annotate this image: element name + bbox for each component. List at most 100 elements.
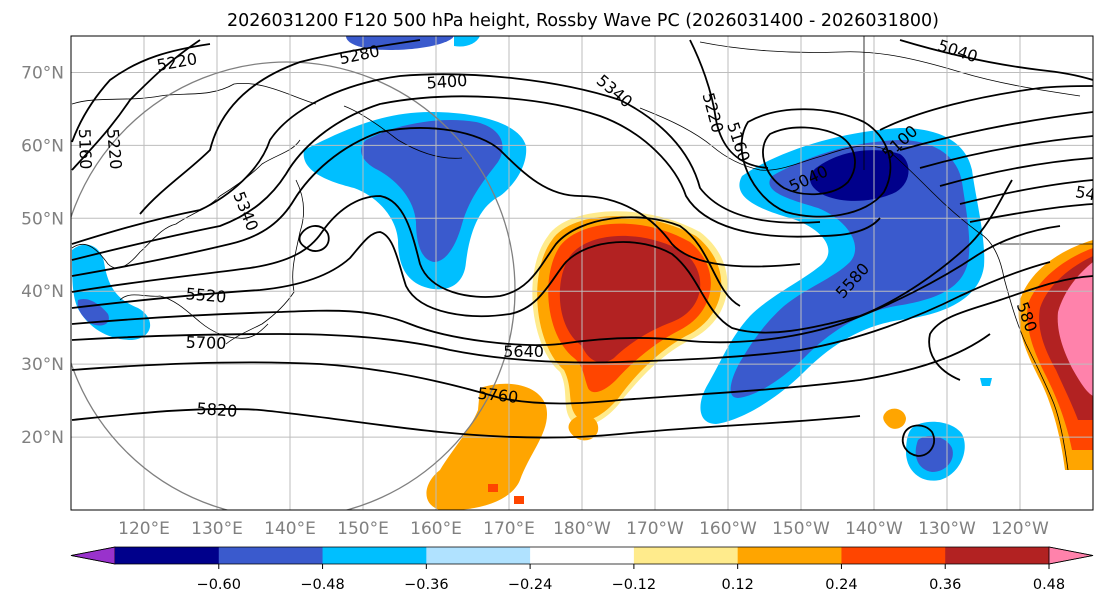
colorbar-segment-1 — [218, 547, 324, 564]
colorbar-extend-high — [1048, 546, 1094, 565]
colorbar-segment-4 — [530, 547, 635, 564]
height-contours — [71, 39, 1093, 457]
contour-5220 — [71, 39, 201, 171]
contour-n-9 — [969, 203, 1093, 223]
coast-asia — [71, 139, 301, 269]
contour-label-text-14: 5700 — [185, 333, 226, 353]
colorbar-tick-label-2: −0.36 — [404, 577, 448, 593]
anomaly-pos-small-2 — [883, 408, 906, 429]
map-frame — [70, 35, 1094, 511]
contour-low-alaska-2 — [740, 108, 892, 218]
colorbar-tick-label-8: 0.48 — [1033, 577, 1065, 593]
colorbar-segment-7 — [841, 547, 946, 564]
lon-tick-label-4: 160°E — [410, 519, 462, 539]
lon-tick-label-6: 180°W — [553, 519, 611, 539]
contour-5040 — [899, 39, 1093, 81]
contour-label-13: 5520 — [185, 284, 227, 306]
lat-tick-label-0: 70°N — [21, 63, 64, 83]
lon-tick-label-3: 150°E — [337, 519, 389, 539]
lon-tick-label-11: 130°W — [918, 519, 976, 539]
contour-5100 — [879, 85, 1093, 131]
contour-label-19: 54 — [1074, 182, 1097, 204]
anomaly-shading — [72, 36, 1093, 510]
anomaly-pos-east-pink — [1057, 262, 1093, 396]
latitude-ticks: 70°N 60°N 50°N 40°N 30°N 20°N — [21, 63, 64, 448]
contour-label-text-8: 5160 — [75, 128, 95, 169]
coast-kamchatka — [343, 105, 463, 159]
contour-label-16: 5760 — [477, 384, 519, 407]
colorbar-tick-label-7: 0.36 — [929, 577, 961, 593]
contour-label-text-19: 54 — [1074, 182, 1097, 204]
coast-siberia — [71, 82, 317, 105]
contour-5520 — [71, 195, 741, 307]
lon-tick-label-2: 140°E — [264, 519, 316, 539]
contour-5280-w — [139, 39, 421, 215]
colorbar-segment-6 — [737, 547, 842, 564]
colorbar-tick-label-3: −0.24 — [508, 577, 552, 593]
gridlines — [71, 36, 1093, 510]
anomaly-neg-kamchatka-mid — [361, 120, 503, 262]
lon-tick-label-7: 170°W — [626, 519, 684, 539]
chart-title: 2026031200 F120 500 hPa height, Rossby W… — [227, 11, 939, 31]
anomaly-neg-tiny — [980, 378, 992, 386]
lon-tick-label-1: 130°E — [191, 519, 243, 539]
lat-tick-label-2: 50°N — [21, 209, 64, 229]
lat-tick-label-3: 40°N — [21, 282, 64, 302]
contour-label-15: 5640 — [503, 342, 544, 361]
contour-5460 — [71, 127, 801, 277]
lon-tick-label-10: 140°W — [845, 519, 903, 539]
colorbar-segment-0 — [115, 547, 220, 564]
anomaly-pos-central-core — [559, 235, 701, 363]
contour-label-text-17: 5820 — [196, 399, 238, 421]
anomaly-pos-subtropic — [426, 383, 547, 510]
colorbar-tick-label-1: −0.48 — [300, 577, 344, 593]
contour-ridge-e — [928, 275, 1093, 381]
anomaly-pos-small-1 — [568, 415, 599, 441]
contour-5160 — [71, 43, 211, 143]
colorbar-segment-3 — [426, 547, 531, 564]
contour-label-17: 5820 — [196, 399, 238, 421]
contour-low-alaska — [762, 126, 856, 196]
contour-loop-japan — [298, 225, 330, 252]
contour-label-text-13: 5520 — [185, 284, 227, 306]
contour-5700 — [71, 261, 1051, 364]
colorbar-outline — [70, 546, 1094, 565]
colorbar-extend-low — [70, 546, 116, 565]
coast-alaska — [639, 107, 1005, 279]
colorbar-segment-8 — [945, 547, 1050, 564]
contour-n-6 — [919, 135, 1093, 169]
colorbar-tick-label-5: 0.12 — [722, 577, 754, 593]
contour-5400 — [71, 95, 881, 261]
lon-tick-label-5: 170°E — [483, 519, 535, 539]
contour-label-2: 5400 — [426, 71, 468, 93]
contour-n-5 — [899, 111, 1093, 151]
anomaly-neg-arctic-edge — [454, 36, 480, 47]
contour-n-7 — [939, 157, 1093, 187]
contour-nw-canada — [689, 39, 769, 169]
colorbar-segment-2 — [322, 547, 427, 564]
coast-china — [119, 294, 269, 339]
colorbar-segment-5 — [633, 547, 739, 564]
contour-label-text-2: 5400 — [426, 71, 468, 93]
contour-5340-w — [71, 73, 821, 245]
contour-5760 — [71, 333, 991, 405]
anomaly-pos-subtropic-core — [488, 484, 524, 504]
contour-loop-sub — [901, 424, 935, 457]
colorbar-tick-label-0: −0.60 — [197, 577, 241, 593]
lat-tick-label-5: 20°N — [21, 428, 64, 448]
longitude-ticks: 120°E 130°E 140°E 150°E 160°E 170°E 180°W 170°W… — [118, 519, 1049, 539]
colorbar: −0.60 −0.48 −0.36 −0.24 −0.12 0.12 0.24 0.36 0.4… — [70, 546, 1094, 593]
contour-5640 — [71, 225, 1061, 346]
coastlines — [71, 36, 1093, 471]
contour-label-text-15: 5640 — [503, 342, 544, 361]
coast-us-west — [1003, 277, 1069, 471]
contour-label-text-16: 5760 — [477, 384, 519, 407]
coast-japan — [225, 179, 304, 345]
colorbar-tick-label-4: −0.12 — [612, 577, 656, 593]
contour-label-8: 5160 — [75, 128, 95, 169]
contour-label-7: 5220 — [103, 128, 125, 170]
lon-tick-label-0: 120°E — [118, 519, 170, 539]
anomaly-neg-ne-mid — [730, 140, 970, 398]
